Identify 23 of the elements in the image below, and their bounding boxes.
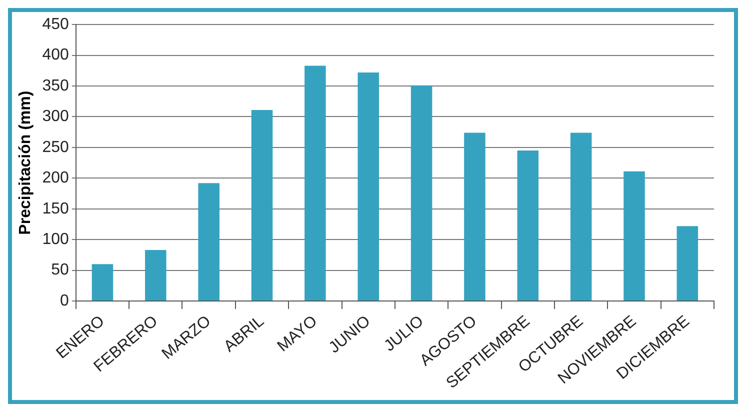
bar [198,183,220,300]
y-tick-label: 0 [60,292,69,310]
y-tick-label: 400 [42,46,69,64]
y-axis-title: Precipitación (mm) [17,90,34,235]
bar [517,150,539,300]
y-tick-label: 350 [42,77,69,94]
bar [624,171,645,300]
y-tick-label: 150 [42,200,69,218]
y-tick-label: 250 [42,138,69,156]
bar [570,132,592,300]
y-tick-label: 300 [42,108,69,126]
bar [304,66,326,300]
y-tick-label: 200 [42,170,69,187]
bar [145,250,166,300]
bar [358,72,379,300]
y-tick-label: 100 [42,230,69,248]
y-tick-label: 50 [51,262,69,279]
bar [676,226,698,300]
bar [92,264,114,300]
bar [251,110,273,300]
y-tick-label: 450 [42,16,69,34]
bar [410,85,432,300]
bar [464,132,486,300]
